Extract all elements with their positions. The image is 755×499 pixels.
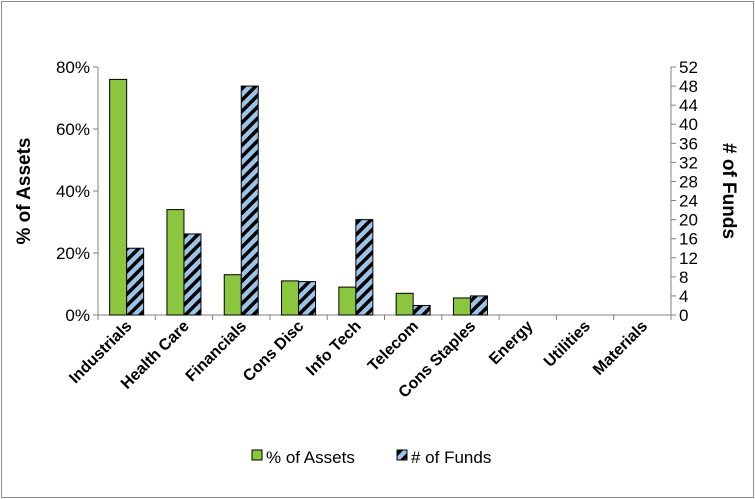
right-tick-label: 40	[679, 115, 698, 134]
right-tick-label: 44	[679, 96, 698, 115]
x-tick-label: Financials	[183, 318, 250, 385]
bar-pct-assets	[166, 209, 185, 316]
right-tick-label: 24	[679, 192, 698, 211]
bar-pct-assets	[223, 274, 242, 316]
right-tick-label: 16	[679, 230, 698, 249]
bar-num-funds	[240, 85, 259, 316]
x-tick-label: Info Tech	[303, 318, 364, 379]
bar-num-funds	[355, 219, 374, 316]
left-tick-label: 40%	[56, 182, 90, 201]
right-tick-label: 4	[679, 287, 688, 306]
bar-pct-assets	[109, 78, 128, 316]
bar-pct-assets	[281, 280, 300, 316]
bar-num-funds	[412, 304, 431, 316]
bar-num-funds	[469, 295, 488, 316]
x-tick-label: Materials	[590, 318, 651, 379]
right-tick-label: 8	[679, 268, 688, 287]
right-tick-label: 48	[679, 77, 698, 96]
right-tick-label: 12	[679, 249, 698, 268]
bar-pct-assets	[338, 286, 357, 316]
right-tick-label: 0	[679, 306, 688, 325]
y-axis-title: % of Assets	[14, 138, 35, 245]
legend-label-pct-assets: % of Assets	[266, 448, 355, 467]
bar-num-funds	[298, 281, 317, 316]
left-tick-label: 20%	[56, 244, 90, 263]
x-tick-label: Telecom	[365, 318, 422, 375]
legend-swatch-num-funds	[396, 449, 408, 461]
legend: % of Assets # of Funds	[251, 448, 491, 467]
y2-axis-title: # of Funds	[718, 143, 739, 239]
bar-pct-assets	[452, 297, 471, 316]
bars	[109, 78, 488, 316]
right-tick-label: 20	[679, 211, 698, 230]
bar-num-funds	[183, 233, 202, 316]
bar-num-funds	[126, 247, 145, 316]
left-tick-label: 60%	[56, 120, 90, 139]
x-tick-label: Cons Disc	[240, 318, 307, 385]
left-tick-label: 80%	[56, 58, 90, 77]
right-tick-label: 28	[679, 172, 698, 191]
x-tick-label: Utilities	[541, 318, 594, 371]
legend-label-num-funds: # of Funds	[411, 448, 491, 467]
bar-pct-assets	[395, 292, 414, 316]
right-tick-label: 36	[679, 134, 698, 153]
right-tick-label: 52	[679, 58, 698, 77]
right-tick-label: 32	[679, 153, 698, 172]
x-tick-label: Energy	[486, 318, 536, 368]
legend-swatch-pct-assets	[251, 449, 263, 461]
left-tick-label: 0%	[65, 306, 90, 325]
